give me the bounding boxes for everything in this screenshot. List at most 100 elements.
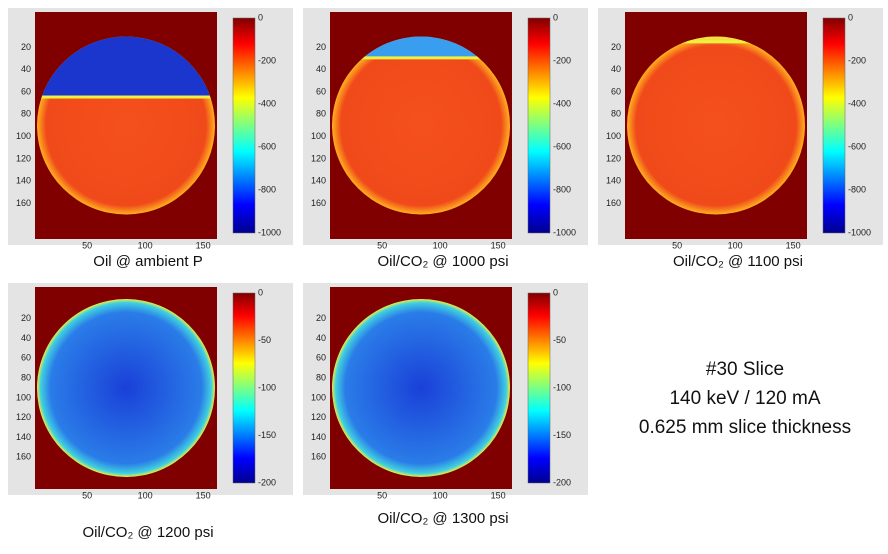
y-tick-label: 100	[16, 392, 31, 402]
y-tick-label: 20	[316, 313, 326, 323]
x-tick-label: 100	[138, 490, 153, 500]
y-tick-label: 20	[611, 42, 621, 52]
x-tick-label: 100	[433, 490, 448, 500]
y-tick-label: 120	[16, 153, 31, 163]
colorbar-tick-label: -600	[848, 141, 866, 151]
colorbar-tick-label: -200	[258, 55, 276, 65]
y-tick-label: 40	[21, 333, 31, 343]
y-tick-label: 60	[316, 86, 326, 96]
colorbar-tick-label: -1000	[258, 227, 281, 237]
y-tick-label: 40	[316, 64, 326, 74]
colorbar-tick-label: 0	[258, 287, 263, 297]
colorbar-tick-label: -50	[553, 335, 566, 345]
caption: Oil/CO₂ @ 1300 psi	[377, 510, 508, 527]
x-tick-label: 150	[196, 240, 211, 250]
sample-cross-section	[37, 299, 215, 477]
colorbar-tick-label: -100	[553, 382, 571, 392]
colorbar-tick-label: 0	[848, 12, 853, 22]
note-line: 140 keV / 120 mA	[669, 388, 820, 409]
colorbar-tick-label: -150	[258, 430, 276, 440]
x-tick-label: 100	[138, 240, 153, 250]
y-tick-label: 60	[611, 86, 621, 96]
colorbar-tick-label: -200	[258, 477, 276, 487]
y-tick-label: 80	[316, 109, 326, 119]
y-tick-label: 80	[21, 109, 31, 119]
y-tick-label: 160	[606, 198, 621, 208]
y-tick-label: 140	[311, 176, 326, 186]
x-tick-label: 150	[786, 240, 801, 250]
y-tick-label: 80	[21, 372, 31, 382]
y-tick-label: 100	[311, 131, 326, 141]
y-tick-label: 40	[21, 64, 31, 74]
colorbar	[823, 18, 845, 233]
y-tick-label: 160	[16, 198, 31, 208]
y-tick-label: 140	[606, 176, 621, 186]
interface	[37, 96, 215, 99]
y-tick-label: 160	[16, 452, 31, 462]
y-tick-label: 20	[316, 42, 326, 52]
colorbar-tick-label: -50	[258, 335, 271, 345]
y-tick-label: 100	[311, 392, 326, 402]
page: #30 Slice 140 keV / 120 mA 0.625 mm slic…	[0, 0, 888, 554]
colorbar-tick-label: -600	[258, 141, 276, 151]
colorbar-tick-label: 0	[553, 287, 558, 297]
colorbar-tick-label: -100	[258, 382, 276, 392]
caption: Oil @ ambient P	[93, 253, 202, 270]
colorbar-tick-label: -200	[553, 477, 571, 487]
y-tick-label: 60	[316, 353, 326, 363]
sample-cross-section	[332, 37, 510, 215]
colorbar-tick-label: -1000	[848, 227, 871, 237]
y-tick-label: 40	[611, 64, 621, 74]
x-tick-label: 100	[728, 240, 743, 250]
sample-cross-section	[332, 299, 510, 477]
x-tick-label: 50	[672, 240, 682, 250]
colorbar-tick-label: -1000	[553, 227, 576, 237]
figure: #30 Slice 140 keV / 120 mA 0.625 mm slic…	[0, 0, 888, 549]
y-tick-label: 80	[611, 109, 621, 119]
y-tick-label: 60	[21, 353, 31, 363]
x-tick-label: 150	[196, 490, 211, 500]
colorbar	[528, 18, 550, 233]
y-tick-label: 160	[311, 198, 326, 208]
colorbar-tick-label: 0	[553, 12, 558, 22]
y-tick-label: 120	[311, 153, 326, 163]
colorbar-tick-label: -800	[553, 184, 571, 194]
y-tick-label: 80	[316, 372, 326, 382]
y-tick-label: 40	[316, 333, 326, 343]
y-tick-label: 120	[311, 412, 326, 422]
x-tick-label: 150	[491, 240, 506, 250]
colorbar-tick-label: -800	[848, 184, 866, 194]
note-line: #30 Slice	[706, 359, 784, 380]
x-tick-label: 50	[377, 240, 387, 250]
colorbar-tick-label: 0	[258, 12, 263, 22]
colorbar-tick-label: -400	[848, 98, 866, 108]
x-tick-label: 50	[82, 490, 92, 500]
x-tick-label: 100	[433, 240, 448, 250]
colorbar	[233, 293, 255, 483]
caption: Oil/CO₂ @ 1200 psi	[82, 524, 213, 541]
colorbar-tick-label: -150	[553, 430, 571, 440]
x-tick-label: 50	[377, 490, 387, 500]
colorbar	[528, 293, 550, 483]
colorbar-tick-label: -400	[258, 98, 276, 108]
x-tick-label: 50	[82, 240, 92, 250]
sample-cross-section	[627, 37, 805, 215]
colorbar-tick-label: -200	[848, 55, 866, 65]
y-tick-label: 60	[21, 86, 31, 96]
colorbar-tick-label: -200	[553, 55, 571, 65]
colorbar-tick-label: -800	[258, 184, 276, 194]
x-tick-label: 150	[491, 490, 506, 500]
caption: Oil/CO₂ @ 1100 psi	[673, 253, 803, 270]
colorbar-tick-label: -400	[553, 98, 571, 108]
y-tick-label: 20	[21, 313, 31, 323]
y-tick-label: 20	[21, 42, 31, 52]
colorbar-tick-label: -600	[553, 141, 571, 151]
y-tick-label: 160	[311, 452, 326, 462]
y-tick-label: 100	[606, 131, 621, 141]
y-tick-label: 140	[311, 432, 326, 442]
y-tick-label: 120	[16, 412, 31, 422]
y-tick-label: 140	[16, 432, 31, 442]
caption: Oil/CO₂ @ 1000 psi	[377, 253, 508, 270]
y-tick-label: 100	[16, 131, 31, 141]
y-tick-label: 140	[16, 176, 31, 186]
